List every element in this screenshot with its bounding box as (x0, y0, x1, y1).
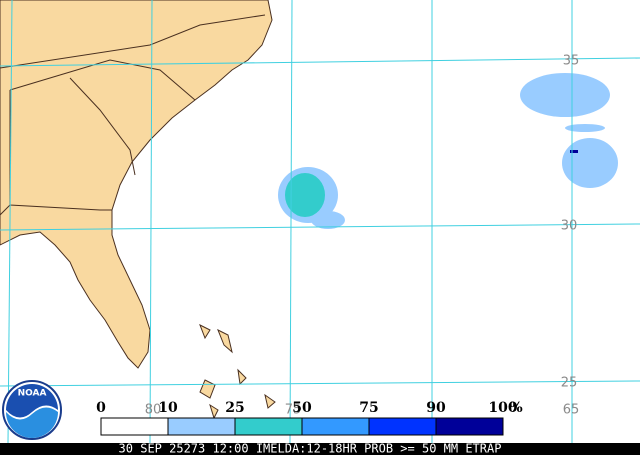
legend-label: 10 (158, 400, 178, 416)
lat-label: 35 (563, 54, 580, 69)
lon-label: 80 (145, 403, 162, 418)
legend-label: 0 (96, 400, 106, 416)
legend: 0 10 25 50 75 90 100% (96, 400, 523, 436)
legend-swatch (435, 417, 504, 436)
lat-label: 30 (561, 219, 578, 234)
rain-probability (278, 73, 618, 229)
legend-swatch (301, 417, 370, 436)
legend-label: 75 (359, 400, 378, 416)
graticule (0, 0, 640, 444)
lon-label: 65 (563, 403, 580, 418)
lat-label: 25 (561, 376, 578, 391)
legend-swatch (167, 417, 236, 436)
caption-bar (0, 443, 640, 455)
legend-label: 100 (488, 400, 517, 416)
legend-swatch (100, 417, 169, 436)
lon-label: 75 (285, 403, 302, 418)
legend-label: 25 (225, 400, 244, 416)
legend-swatch (368, 417, 437, 436)
noaa-logo: NOAA (2, 380, 62, 440)
logo-text: NOAA (18, 389, 47, 399)
legend-swatch (234, 417, 303, 436)
caption: 30 SEP 25273 12:00 IMELDA:12-18HR PROB >… (119, 442, 502, 455)
legend-unit: % (509, 400, 522, 416)
legend-label: 50 (292, 400, 312, 416)
land (0, 0, 276, 420)
legend-label: 90 (426, 400, 446, 416)
state-borders (0, 14, 266, 216)
